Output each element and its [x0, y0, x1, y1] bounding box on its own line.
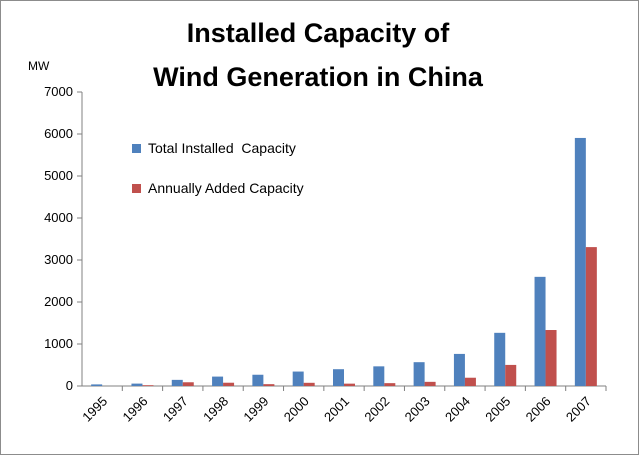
bar-added-1998: [223, 382, 235, 386]
x-tick-label: 2003: [402, 394, 433, 425]
bars-group: [91, 137, 597, 386]
x-tick-label: 1995: [79, 394, 110, 425]
legend: Total Installed Capacity Annually Added C…: [132, 140, 304, 196]
bar-total-1999: [252, 374, 264, 386]
x-tick-label: 2002: [361, 394, 392, 425]
bar-total-2003: [413, 362, 425, 386]
y-tick-label: 7000: [44, 84, 73, 99]
bar-added-2006: [545, 330, 557, 386]
chart-title-line-1: Installed Capacity of: [187, 18, 451, 48]
bar-added-2002: [384, 383, 396, 386]
x-tick-label: 2000: [281, 394, 312, 425]
bar-total-1996: [131, 383, 143, 386]
y-tick-label: 4000: [44, 210, 73, 225]
bar-total-1995: [91, 384, 103, 386]
x-tick-label: 2005: [482, 394, 513, 425]
y-tick-label: 3000: [44, 252, 73, 267]
x-tick-label: 2004: [442, 394, 473, 425]
bar-total-2007: [574, 137, 586, 386]
bar-added-2001: [344, 383, 355, 386]
y-axis-ticks: 0 1000 2000 3000 4000 5000 6000 7000: [44, 84, 82, 393]
x-tick-label: 1999: [240, 394, 271, 425]
bar-added-2003: [424, 381, 436, 386]
legend-swatch-total: [132, 144, 141, 153]
legend-label-added: Annually Added Capacity: [148, 180, 304, 196]
y-tick-label: 6000: [44, 126, 73, 141]
x-tick-label: 2007: [563, 394, 594, 425]
x-tick-label: 2006: [523, 394, 554, 425]
x-axis-ticks: 1995 1996 1997 1998 1999 2000 2001 2002 2003 2004…: [79, 386, 607, 425]
bar-total-2001: [333, 369, 344, 386]
y-tick-label: 1000: [44, 336, 73, 351]
x-tick-label: 1998: [200, 394, 231, 425]
legend-label-total: Total Installed Capacity: [148, 140, 296, 156]
bar-added-1999: [263, 384, 275, 386]
y-tick-label: 5000: [44, 168, 73, 183]
y-axis-unit-label: MW: [28, 59, 50, 73]
bar-total-2004: [453, 353, 465, 386]
x-tick-label: 1996: [120, 394, 151, 425]
bar-added-2004: [464, 377, 476, 386]
bar-total-1998: [212, 376, 224, 386]
bar-added-2005: [505, 364, 517, 386]
bar-total-2006: [534, 276, 546, 386]
bar-total-2002: [373, 366, 385, 386]
x-tick-label: 1997: [160, 394, 191, 425]
bar-added-2000: [303, 382, 315, 386]
bar-total-2000: [292, 371, 304, 386]
y-tick-label: 0: [66, 378, 73, 393]
y-tick-label: 2000: [44, 294, 73, 309]
bar-added-1996: [142, 385, 154, 386]
legend-swatch-added: [132, 184, 141, 193]
bar-added-2007: [585, 247, 597, 386]
bar-total-2005: [494, 332, 506, 386]
bar-total-1997: [171, 379, 183, 386]
bar-added-1997: [182, 382, 194, 386]
x-tick-label: 2001: [321, 394, 352, 425]
chart-title-line-2: Wind Generation in China: [153, 62, 484, 92]
